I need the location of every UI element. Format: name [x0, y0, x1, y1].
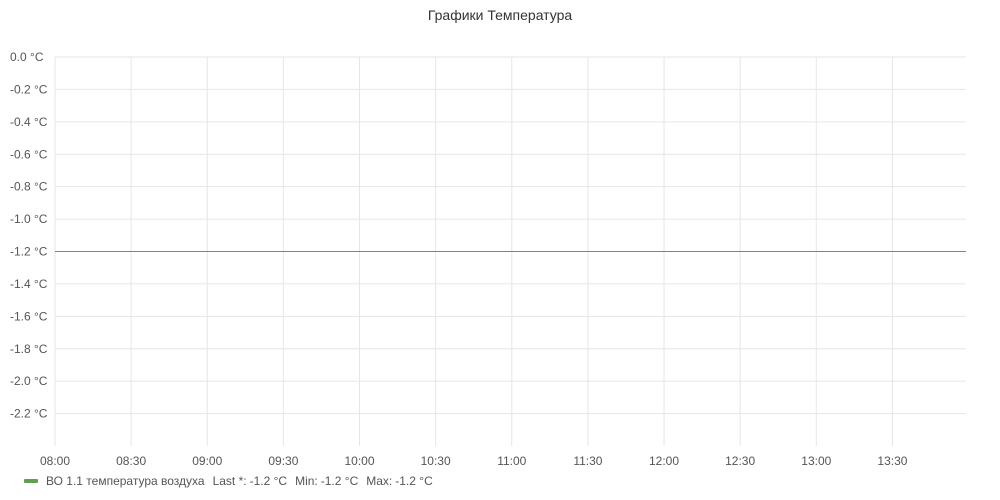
- y-tick-label: -0.2 °C: [10, 82, 48, 96]
- x-axis-ticks: 08:00 08:30 09:00 09:30 10:00 10:30 11:00 11:30…: [40, 454, 908, 468]
- y-tick-label: -0.4 °C: [10, 115, 48, 129]
- grid: [54, 56, 966, 446]
- y-tick-label: -0.8 °C: [10, 180, 48, 194]
- x-tick-label: 10:00: [344, 454, 374, 468]
- x-tick-label: 08:30: [116, 454, 146, 468]
- x-tick-label: 10:30: [421, 454, 451, 468]
- y-tick-label: -1.0 °C: [10, 212, 48, 226]
- legend-stat-max: Max: -1.2 °C: [366, 474, 433, 488]
- x-tick-label: 13:00: [801, 454, 831, 468]
- x-tick-label: 13:30: [877, 454, 907, 468]
- x-tick-label: 09:00: [192, 454, 222, 468]
- y-tick-label: -0.6 °C: [10, 147, 48, 161]
- panel-title[interactable]: Графики Температура: [427, 7, 573, 23]
- legend-stat-min: Min: -1.2 °C: [295, 474, 359, 488]
- y-tick-label: -2.0 °C: [10, 374, 48, 388]
- y-tick-label: -1.8 °C: [10, 342, 48, 356]
- legend-stat-last: Last *: -1.2 °C: [212, 474, 288, 488]
- legend-swatch[interactable]: [24, 479, 38, 483]
- x-tick-label: 11:00: [497, 454, 526, 468]
- x-tick-label: 09:30: [268, 454, 298, 468]
- x-tick-label: 11:30: [573, 454, 602, 468]
- y-tick-label: -1.6 °C: [10, 309, 48, 323]
- y-tick-label: -1.4 °C: [10, 277, 48, 291]
- y-axis-ticks: 0.0 °C -0.2 °C -0.4 °C -0.6 °C -0.8 °C -1.0 °…: [10, 50, 48, 421]
- legend: ВО 1.1 температура воздуха Last *: -1.2 °…: [24, 474, 433, 488]
- x-tick-label: 12:30: [725, 454, 755, 468]
- x-tick-label: 12:00: [649, 454, 679, 468]
- y-tick-label: -1.2 °C: [10, 245, 48, 259]
- legend-series-name[interactable]: ВО 1.1 температура воздуха: [46, 474, 205, 488]
- x-tick-label: 08:00: [40, 454, 70, 468]
- y-tick-label: 0.0 °C: [10, 50, 44, 64]
- y-tick-label: -2.2 °C: [10, 407, 48, 421]
